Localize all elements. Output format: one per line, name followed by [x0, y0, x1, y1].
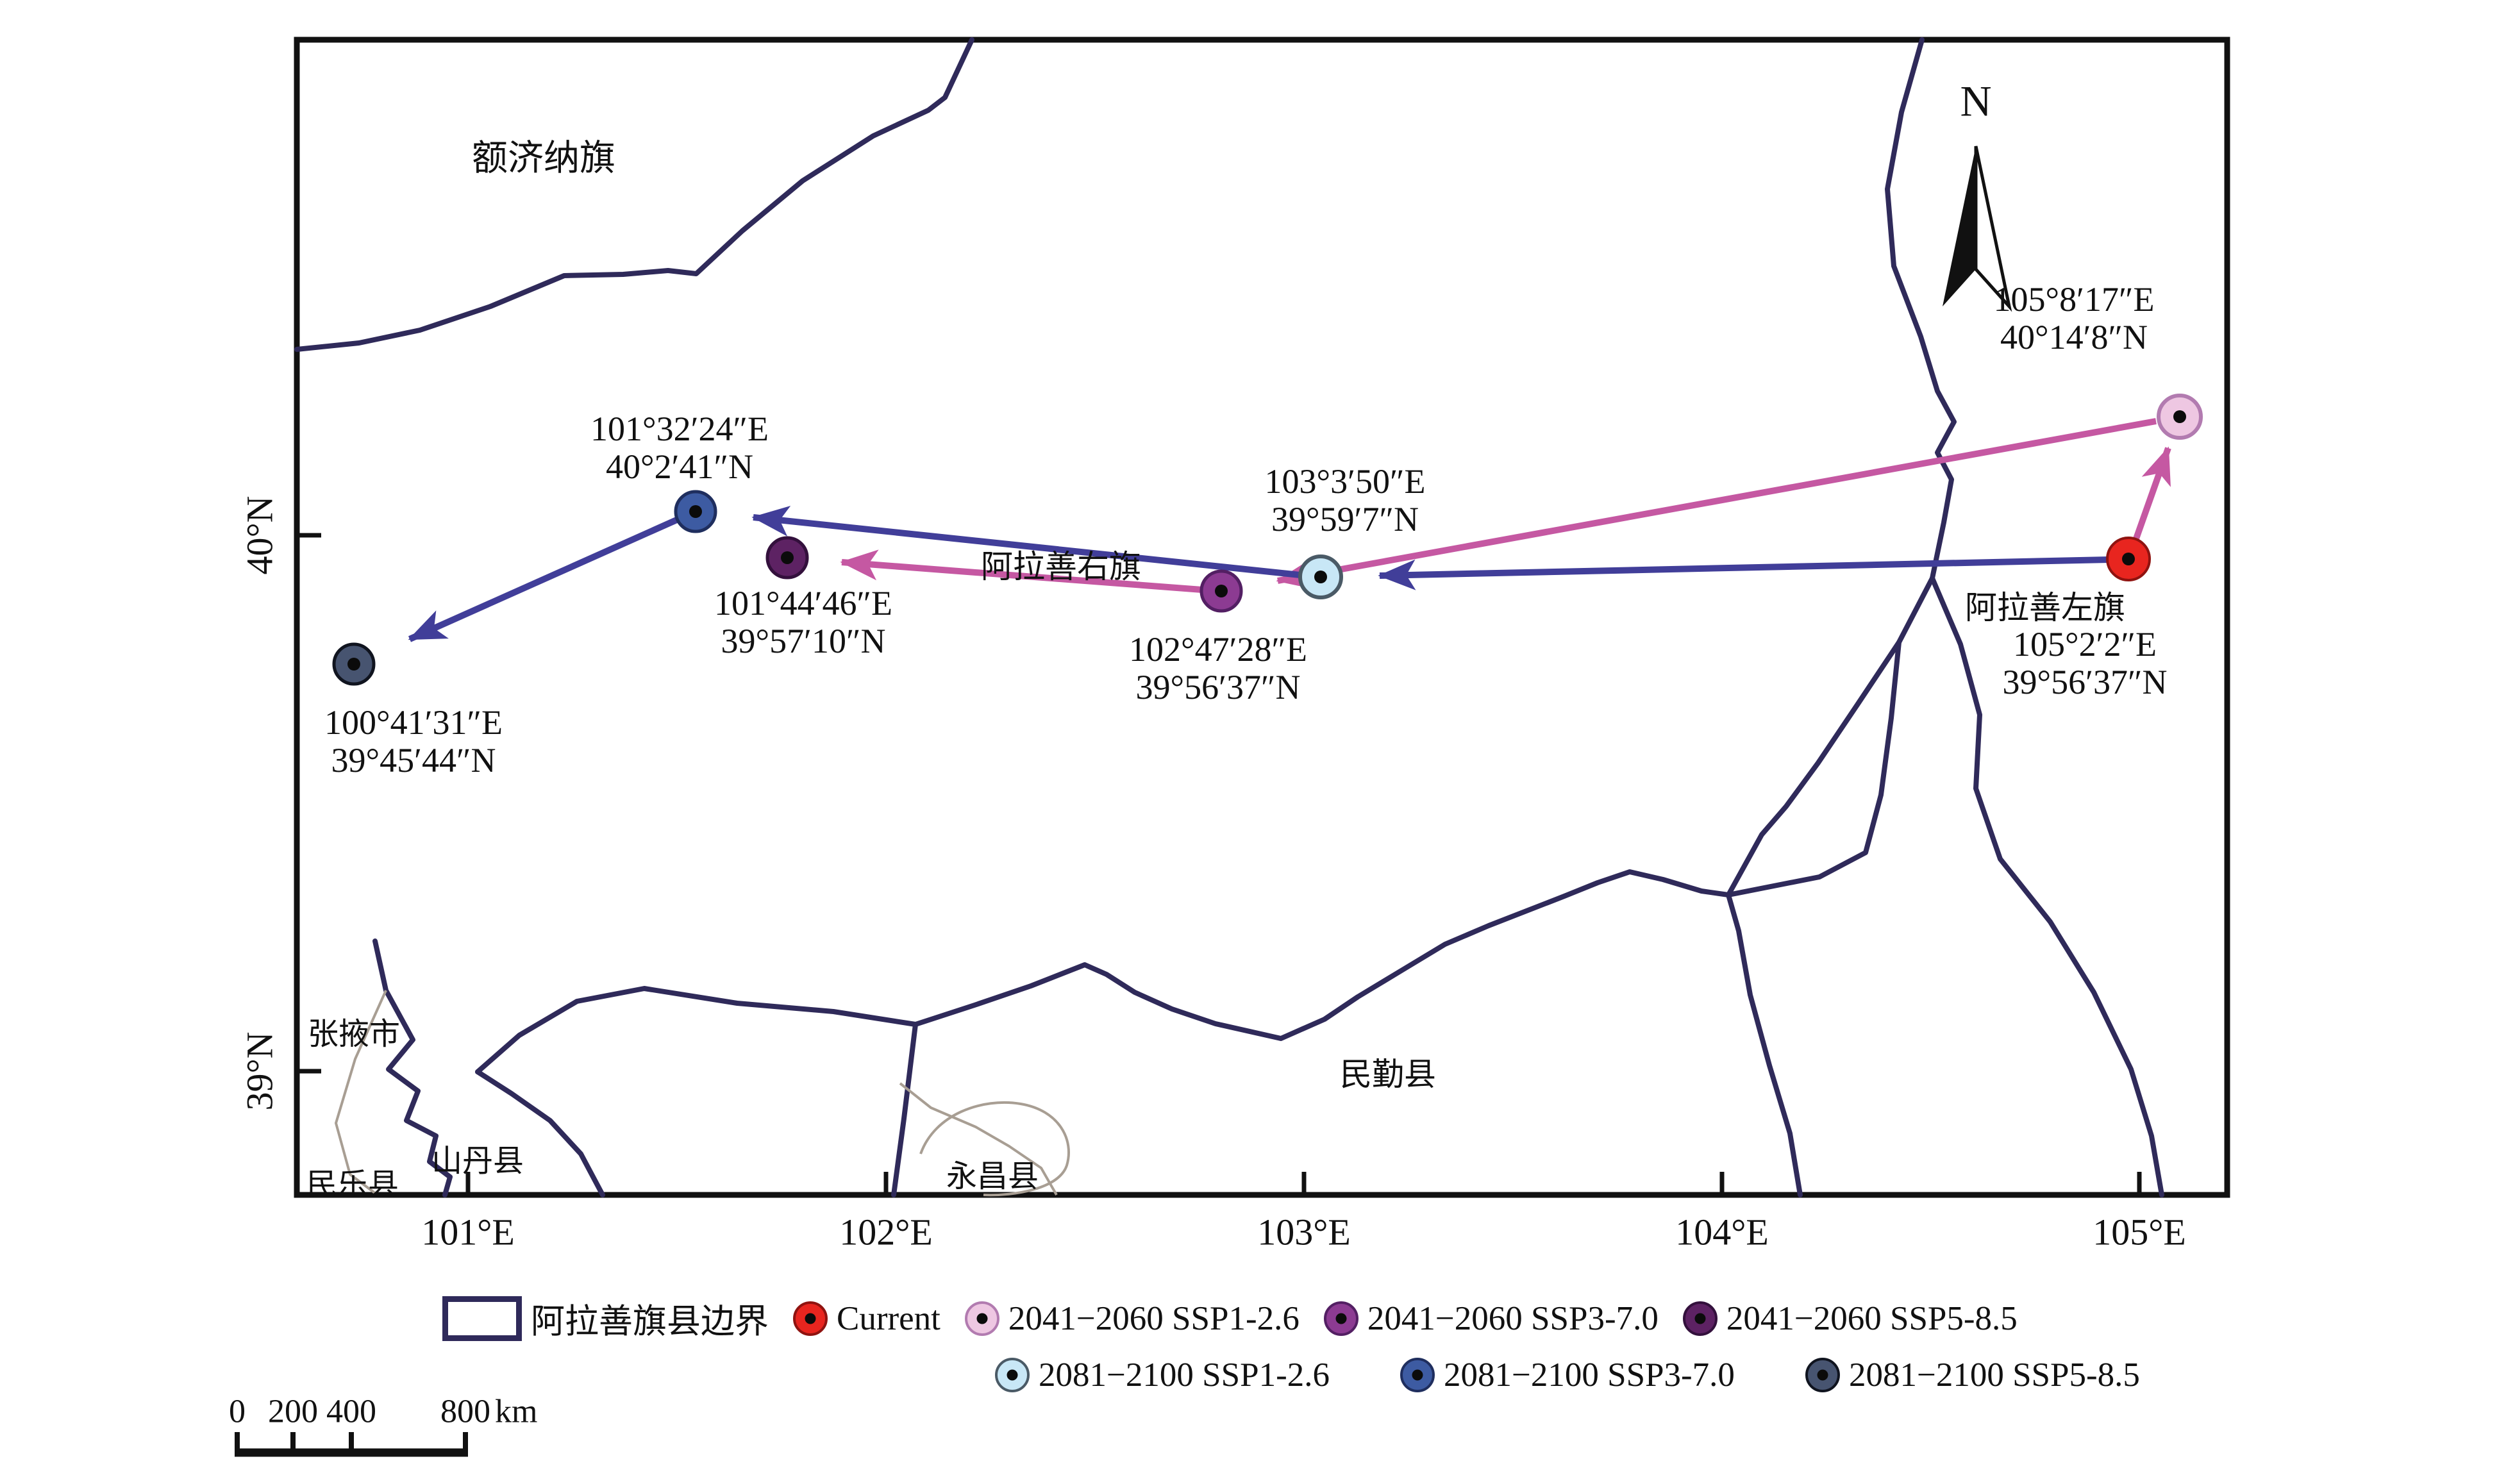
region-label-alxa-right: 阿拉善右旗 [981, 549, 1141, 585]
current-marker-icon [793, 1301, 828, 1336]
coords-ssp126-2081: 103°3′50″E 39°59′7″N [1265, 463, 1426, 538]
arrow-current-to-ssp126-2041 [2132, 446, 2171, 544]
legend-ssp370-2081-label: 2081−2100 SSP3-7.0 [1443, 1356, 1735, 1394]
legend-ssp126-2081-label: 2081−2100 SSP1-2.6 [1039, 1356, 1330, 1394]
arrow-ssp370-2081-to-ssp585-2081 [408, 515, 681, 642]
legend-current-label: Current [837, 1300, 940, 1337]
x-tick-104e: 104°E [1675, 1211, 1769, 1253]
boundary-swatch-icon [442, 1296, 522, 1341]
arrow-current-to-ssp126-2081 [1378, 556, 2110, 590]
legend-ssp585-2041: 2041−2060 SSP5-8.5 [1682, 1299, 2018, 1338]
arrow-ssp126-2041-to-ssp370-2041 [1276, 418, 2157, 590]
legend-boundary: 阿拉善旗县边界 [442, 1294, 769, 1343]
x-tick-102e: 102°E [839, 1211, 933, 1253]
arrow-ssp370-2041-to-ssp585-2041 [840, 549, 1211, 594]
region-label-minqin: 民勤县 [1340, 1056, 1436, 1092]
coord-e: 101°44′46″E [714, 584, 892, 622]
point-ssp585-2081 [332, 642, 376, 686]
coord-n: 39°56′37″N [1135, 667, 1301, 706]
coord-n: 40°14′8″N [2000, 317, 2148, 356]
neighbor-boundary-lines [335, 990, 1070, 1197]
coord-e: 105°8′17″E [1993, 280, 2155, 319]
scalebar-800: 800 [440, 1393, 490, 1430]
region-label-ejina: 额济纳旗 [472, 138, 615, 179]
point-ssp126-2041 [2157, 394, 2203, 440]
ssp126-2041-marker-icon [964, 1301, 999, 1336]
point-ssp370-2041 [1199, 569, 1243, 613]
arrow-ssp126-2081-to-ssp370-2081 [751, 506, 1301, 578]
y-tick-40n: 40°N [238, 496, 281, 575]
x-tick-105e: 105°E [2093, 1211, 2186, 1253]
coord-n: 40°2′41″N [606, 447, 753, 486]
north-arrow-icon [1943, 146, 2012, 312]
coords-ssp370-2041: 102°47′28″E 39°56′37″N [1129, 631, 1307, 706]
coord-e: 100°41′31″E [324, 703, 503, 742]
axis-ticks [297, 533, 2142, 1195]
legend-boundary-label: 阿拉善旗县边界 [531, 1303, 769, 1340]
point-ssp585-2041 [765, 536, 809, 579]
scalebar-200: 200 [268, 1393, 318, 1430]
region-label-yongchang: 永昌县 [946, 1160, 1039, 1194]
coord-n: 39°56′37″N [2002, 662, 2168, 701]
legend-ssp370-2041: 2041−2060 SSP3-7.0 [1323, 1299, 1659, 1338]
scalebar-0: 0 [229, 1393, 246, 1430]
ssp585-2041-marker-icon [1682, 1301, 1718, 1336]
region-label-shandan: 山丹县 [431, 1144, 524, 1178]
ssp585-2081-marker-icon [1805, 1358, 1840, 1392]
coords-current: 105°2′2″E 39°56′37″N [2003, 626, 2168, 701]
legend-row-1: 阿拉善旗县边界 Current 2041−2060 SSP1-2.6 2041−… [442, 1294, 2018, 1343]
coords-ssp370-2081: 101°32′24″E 40°2′41″N [590, 410, 769, 486]
coords-ssp126-2041: 105°8′17″E 40°14′8″N [1994, 281, 2155, 356]
legend-ssp126-2041: 2041−2060 SSP1-2.6 [964, 1299, 1300, 1338]
legend-current: Current [793, 1299, 940, 1338]
centroid-points [332, 394, 2203, 686]
coord-e: 101°32′24″E [590, 410, 769, 448]
ssp370-2081-marker-icon [1400, 1358, 1435, 1392]
point-current [2106, 537, 2151, 581]
region-label-minle: 民乐县 [306, 1168, 399, 1202]
coord-n: 39°57′10″N [721, 621, 886, 660]
arrows-2041-chain [840, 418, 2171, 594]
legend-row-2: 2081−2100 SSP1-2.6 2081−2100 SSP3-7.0 20… [995, 1354, 2140, 1396]
coord-e: 103°3′50″E [1264, 462, 1426, 501]
coord-n: 39°59′7″N [1271, 499, 1419, 538]
county-boundary-lines [294, 37, 2164, 1197]
coord-e: 105°2′2″E [2013, 625, 2157, 663]
legend-ssp585-2081-label: 2081−2100 SSP5-8.5 [1848, 1356, 2140, 1394]
x-tick-103e: 103°E [1257, 1211, 1351, 1253]
arrows-2081-chain [408, 506, 2110, 642]
coords-ssp585-2041: 101°44′46″E 39°57′10″N [714, 585, 892, 660]
point-ssp370-2081 [674, 490, 717, 533]
map-frame [294, 37, 2230, 1198]
north-label: N [1960, 76, 1992, 126]
ssp126-2081-marker-icon [995, 1358, 1030, 1392]
scalebar-graphic [235, 1432, 468, 1457]
legend-ssp126-2081: 2081−2100 SSP1-2.6 [995, 1356, 1330, 1394]
point-ssp126-2081 [1298, 554, 1343, 599]
legend-ssp585-2041-label: 2041−2060 SSP5-8.5 [1726, 1300, 2018, 1337]
legend-ssp585-2081: 2081−2100 SSP5-8.5 [1805, 1356, 2140, 1394]
legend-ssp126-2041-label: 2041−2060 SSP1-2.6 [1008, 1300, 1300, 1337]
legend-ssp370-2041-label: 2041−2060 SSP3-7.0 [1367, 1300, 1659, 1337]
region-label-zhangye: 张掖市 [307, 1017, 401, 1051]
region-label-alxa-left: 阿拉善左旗 [1965, 590, 2125, 626]
scalebar-unit: km [495, 1393, 538, 1430]
coords-ssp585-2081: 100°41′31″E 39°45′44″N [324, 704, 503, 780]
x-tick-101e: 101°E [421, 1211, 515, 1253]
coord-e: 102°47′28″E [1129, 630, 1307, 669]
legend-ssp370-2081: 2081−2100 SSP3-7.0 [1400, 1356, 1735, 1394]
ssp370-2041-marker-icon [1323, 1301, 1358, 1336]
coord-n: 39°45′44″N [331, 740, 496, 780]
y-tick-39n: 39°N [238, 1031, 281, 1111]
scalebar-400: 400 [326, 1393, 376, 1430]
